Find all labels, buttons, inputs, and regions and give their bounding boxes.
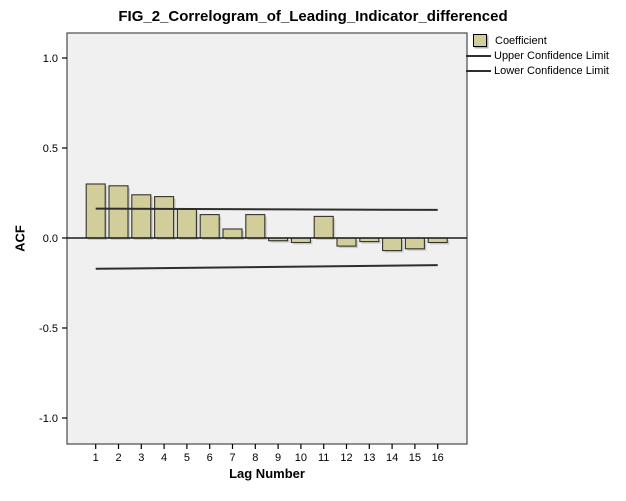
coefficient-bar-lag-2 [108,185,129,239]
y-axis-title: ACF [12,225,28,252]
upper-confidence-line-icon [466,54,491,57]
y-tick-label: -0.5 [39,323,58,335]
y-tick-label: 1.0 [43,53,58,65]
legend-item-coefficient: Coefficient [466,33,609,48]
coefficient-bar-lag-3 [131,194,152,239]
bar-shadow [270,240,290,243]
legend-label: Lower Confidence Limit [494,64,609,77]
x-tick-label: 1 [93,452,99,464]
x-tick-label: 3 [138,452,144,464]
coefficient-bar-lag-14 [382,237,403,252]
x-tick-label: 9 [275,452,281,464]
x-tick-label: 5 [184,452,190,464]
x-tick-label: 11 [318,452,329,464]
x-tick-label: 15 [409,452,421,464]
x-tick-label: 8 [252,452,258,464]
lower-confidence-line-icon [466,69,491,72]
legend-item-upper-confidence-limit: Upper Confidence Limit [466,48,609,63]
coefficient-bar-lag-15 [404,237,425,250]
coefficient-bar-lag-11 [313,215,334,239]
coefficient-bar-lag-5 [176,208,197,239]
y-tick-label: 0.0 [43,233,58,245]
coefficient-swatch-icon [473,34,487,47]
coefficient-bar-lag-6 [199,214,220,239]
x-tick-label: 2 [115,452,121,464]
x-tick-label: 6 [207,452,213,464]
coefficient-bar-lag-8 [245,214,266,239]
x-tick-label: 13 [363,452,375,464]
chart-title: FIG_2_Correlogram_of_Leading_Indicator_d… [118,8,508,25]
x-tick-label: 16 [432,452,444,464]
x-tick-label: 14 [386,452,398,464]
y-tick-label: -1.0 [39,413,58,425]
coefficient-bar-lag-4 [154,196,175,239]
coefficient-bar-lag-7 [222,228,243,239]
x-axis-title: Lag Number [229,466,305,481]
x-tick-label: 7 [229,452,235,464]
x-tick-label: 4 [161,452,167,464]
y-tick-label: 0.5 [43,143,58,155]
lower-confidence-limit-line [95,264,438,270]
legend: Coefficient Upper Confidence Limit Lower… [466,33,609,78]
x-tick-label: 10 [295,452,307,464]
coefficient-bar-lag-12 [336,237,357,247]
legend-item-lower-confidence-limit: Lower Confidence Limit [466,63,609,78]
x-tick-label: 12 [340,452,352,464]
upper-confidence-limit-line [95,207,438,211]
legend-label: Upper Confidence Limit [494,49,609,62]
legend-label: Coefficient [495,34,547,47]
coefficient-bar-lag-1 [85,183,106,239]
